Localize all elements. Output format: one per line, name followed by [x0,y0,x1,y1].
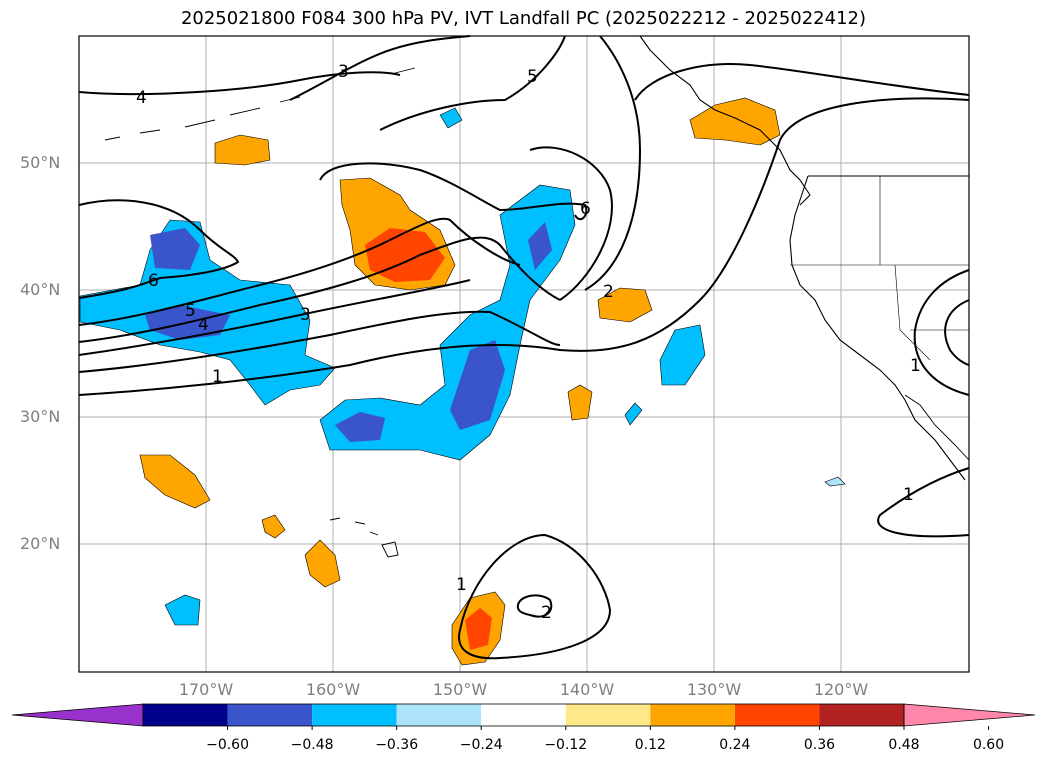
lon-label: 160°W [305,680,361,699]
contour-3-top [289,35,471,101]
colorbar-segment [734,704,820,726]
colorbar-tick-label: −0.24 [459,737,503,753]
colorbar-extend-low [11,703,144,727]
colorbar-tick-label: 0.36 [803,737,836,753]
contour-east-2 [944,299,970,366]
pv-negative-central-core [335,222,552,442]
contour-label: 1 [910,356,921,376]
pv-positive-alaska [689,97,781,146]
contour-2-trough [584,35,642,291]
colorbar-segment [565,704,651,726]
contour-label: 1 [212,367,223,387]
colorbar-tick-label: 0.48 [888,737,920,753]
contour-2-west [78,310,561,373]
contour-label: 3 [338,62,349,82]
contour-label: 3 [300,305,311,325]
contour-labels: 4 3 5 6 6 5 4 3 1 2 1 1 1 2 [136,62,921,623]
contour-east-1 [913,269,970,396]
hawaii [329,517,399,558]
contour-label: 6 [148,271,159,291]
lat-label: 20°N [20,534,61,553]
colorbar-tick-label: −0.60 [206,737,249,753]
contour-6-ridge [319,162,588,221]
contour-3-west [78,279,471,356]
colorbar-segment [312,704,397,726]
lon-label: 130°W [686,680,742,699]
west-coast [789,175,966,481]
contour-6-west [78,199,240,299]
contour-5-west [78,217,521,326]
contour-label: 1 [456,575,467,595]
contour-label: 5 [185,301,196,321]
colorbar-outline [142,703,905,727]
contour-alaska-1 [634,63,970,101]
contour-4-west [78,236,561,343]
pv-negative-central [319,184,576,461]
colorbar-tick-label: 0.12 [634,737,666,753]
pv-fills [79,97,846,666]
colorbar-segment [481,704,566,726]
contour-1-west [78,97,970,396]
contour-south-1 [877,467,970,538]
pv-negative-ne [659,324,706,386]
lon-label: 150°W [432,680,488,699]
contour-label: 2 [541,603,552,623]
lat-label: 40°N [20,280,61,299]
lon-label: 170°W [178,680,234,699]
pv-contours [78,35,970,660]
colorbar-segment [819,704,904,726]
baja [904,394,970,461]
map-frame [78,35,970,673]
lon-label: 120°W [813,680,869,699]
colorbar-tick-label: 0.24 [719,737,751,753]
map-title: 2025021800 F084 300 hPa PV, IVT Landfall… [180,8,867,29]
aleutians [104,67,416,141]
contour-label: 1 [903,485,914,505]
contour-4-top [78,71,401,96]
map-panel: 4 3 5 6 6 5 4 3 1 2 1 1 1 2 [78,35,970,673]
contour-5-ridge [379,35,566,131]
contour-label: 4 [198,315,209,335]
contour-label: 6 [580,199,591,219]
colorbar-segment [650,704,735,726]
colorbar-tick-label: −0.36 [375,737,419,753]
colorbar-segment [396,704,482,726]
contour-south-closed [458,533,612,660]
lat-label: 50°N [20,153,61,172]
coastlines [104,35,970,558]
contour-label: 5 [527,67,538,87]
contour-label: 2 [603,282,614,302]
colorbar-tick-label: 0.60 [972,737,1005,753]
contour-south-small [516,594,553,618]
colorbar-tick-label: −0.48 [290,737,334,753]
state-lines [790,176,969,361]
colorbar-segment [227,704,313,726]
pv-negative-west-core [145,228,230,340]
lon-label: 140°W [559,680,615,699]
lat-label: 30°N [20,407,61,426]
contour-main-trough [529,146,613,301]
colorbar-segment [143,704,228,726]
contour-label: 4 [136,88,147,108]
alaska-coast [639,35,811,206]
colorbar-extend-high [903,703,1036,727]
colorbar-tick-label: −0.12 [544,737,588,753]
